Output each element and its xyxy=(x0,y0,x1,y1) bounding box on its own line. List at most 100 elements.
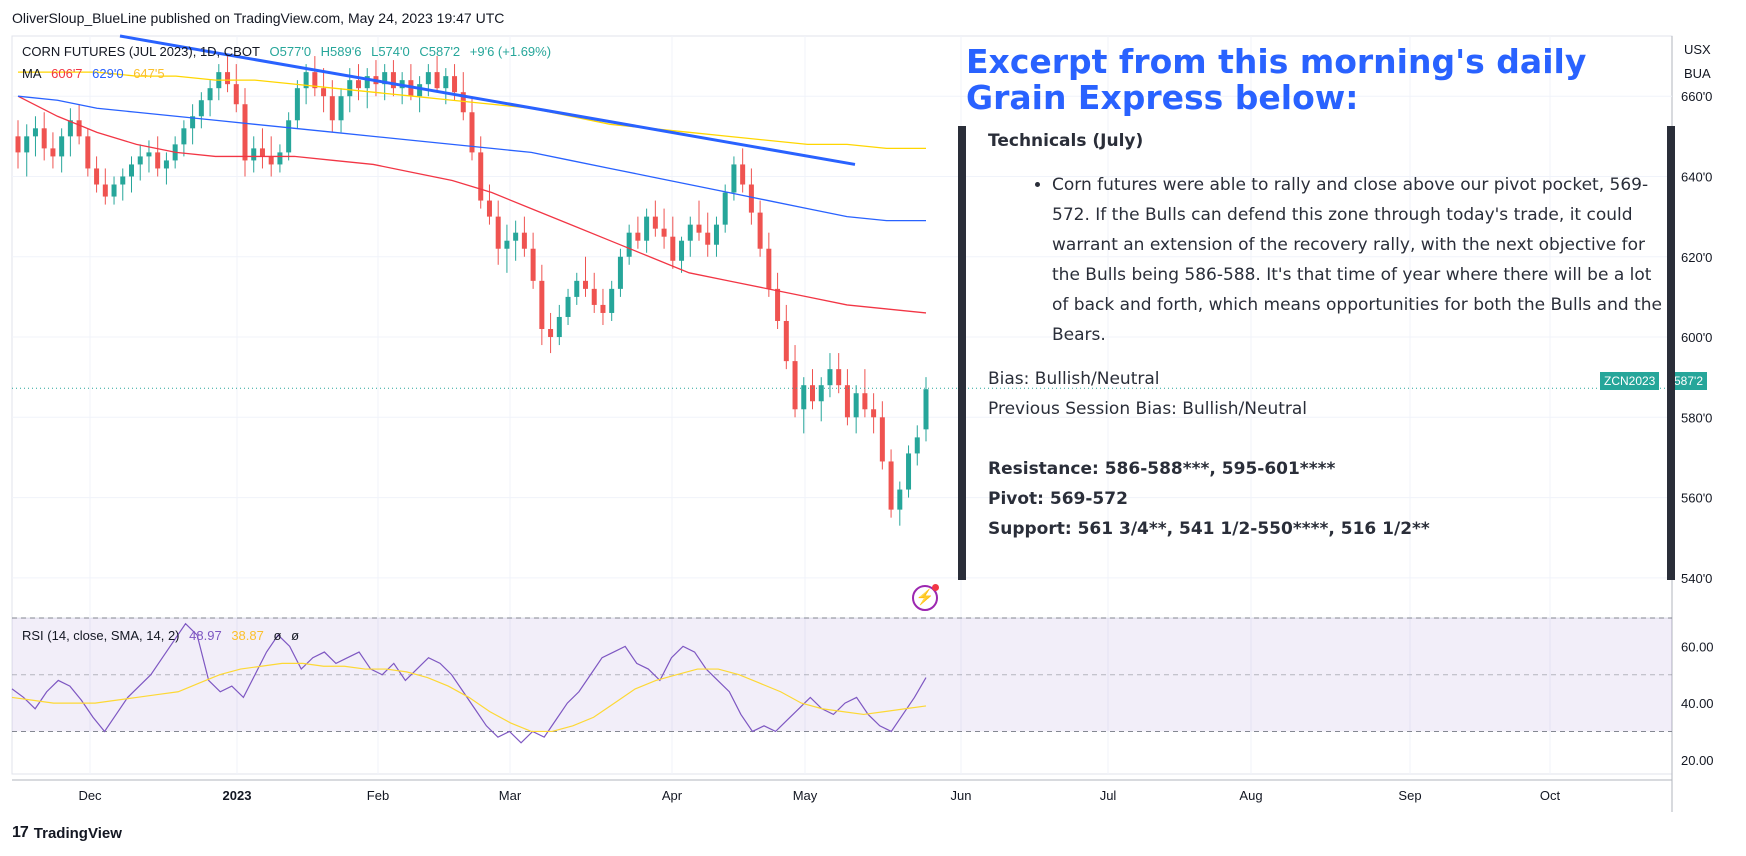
candle-down xyxy=(102,184,108,197)
bias-line: Bias: Bullish/Neutral xyxy=(988,369,1160,389)
candle-down xyxy=(242,104,248,161)
candle-down xyxy=(329,96,335,121)
candle-down xyxy=(478,152,484,201)
candle-down xyxy=(748,184,754,213)
candle-up xyxy=(382,72,388,85)
ma-value-1: 606'7 xyxy=(51,66,83,81)
time-tick-label: Sep xyxy=(1398,788,1421,803)
publisher-line: OliverSloup_BlueLine published on Tradin… xyxy=(12,10,505,26)
candle-up xyxy=(617,256,623,289)
candle-down xyxy=(783,320,789,362)
candle-down xyxy=(775,288,781,321)
ma-value-3: 647'5 xyxy=(133,66,165,81)
price-tick-label: 620'0 xyxy=(1681,250,1712,265)
candle-up xyxy=(914,437,920,454)
candle-up xyxy=(722,192,728,225)
last-symbol-tag: ZCN2023 xyxy=(1600,372,1660,390)
candle-down xyxy=(600,304,606,313)
candle-down xyxy=(495,216,501,249)
candle-up xyxy=(347,80,353,97)
candle-up xyxy=(207,88,213,101)
time-tick-label: May xyxy=(793,788,818,803)
candle-up xyxy=(687,224,693,241)
unit-label: BUA xyxy=(1684,66,1711,81)
rsi-tick-label: 20.00 xyxy=(1681,753,1714,768)
candle-up xyxy=(853,393,859,418)
candle-down xyxy=(390,72,396,89)
moving-average-line xyxy=(17,95,927,314)
technicals-bullet: Corn futures were able to rally and clos… xyxy=(1052,170,1664,350)
candle-up xyxy=(906,453,912,490)
candle-down xyxy=(15,136,21,153)
candle-down xyxy=(469,112,475,153)
candle-up xyxy=(294,88,300,121)
currency-label: USX xyxy=(1684,42,1711,57)
lightning-icon[interactable]: ⚡ xyxy=(912,584,939,611)
price-tick-label: 580'0 xyxy=(1681,410,1712,425)
ohlc-change: +9'6 (+1.69%) xyxy=(469,44,552,59)
candle-down xyxy=(548,329,554,338)
moving-average-line xyxy=(17,95,926,222)
candle-down xyxy=(50,148,56,157)
candle-down xyxy=(696,224,702,233)
candle-down xyxy=(810,385,815,402)
candle-up xyxy=(443,76,449,89)
time-tick-label: Jun xyxy=(951,788,972,803)
candle-up xyxy=(129,164,134,177)
candle-down xyxy=(233,84,239,105)
candle-down xyxy=(652,216,658,229)
time-tick-label: 2023 xyxy=(223,788,252,803)
candle-up xyxy=(163,160,169,169)
candle-down xyxy=(836,369,842,386)
tradingview-footer[interactable]: 17 TradingView xyxy=(12,824,122,842)
technicals-note: Technicals (July) Corn futures were able… xyxy=(988,126,1664,544)
candle-up xyxy=(364,76,370,89)
candle-down xyxy=(76,120,82,137)
rsi-extra-1: ø xyxy=(273,628,282,643)
ohlc-low: L574'0 xyxy=(371,44,410,59)
rsi-extra-2: ø xyxy=(291,628,300,643)
time-tick-label: Dec xyxy=(78,788,102,803)
candle-up xyxy=(338,96,344,121)
symbol-label: CORN FUTURES (JUL 2023), 1D, CBOT xyxy=(22,44,260,59)
candle-down xyxy=(591,288,597,305)
candle-down xyxy=(521,232,527,249)
price-tick-label: 660'0 xyxy=(1681,89,1712,104)
candle-up xyxy=(425,72,431,85)
candle-up xyxy=(146,152,152,157)
candle-up xyxy=(679,240,685,261)
rsi-tick-label: 60.00 xyxy=(1681,639,1714,654)
price-tick-label: 560'0 xyxy=(1681,491,1712,506)
candle-down xyxy=(635,232,641,241)
candle-down xyxy=(844,385,850,418)
rsi-tick-label: 40.00 xyxy=(1681,696,1714,711)
candle-down xyxy=(792,361,798,410)
symbol-legend: CORN FUTURES (JUL 2023), 1D, CBOT O577'0… xyxy=(22,44,557,59)
candle-up xyxy=(120,176,126,185)
candle-up xyxy=(644,216,650,241)
candle-up xyxy=(111,184,117,197)
candle-up xyxy=(801,385,807,410)
time-tick-label: Oct xyxy=(1540,788,1561,803)
candle-down xyxy=(583,280,588,289)
rsi-line xyxy=(11,622,927,744)
moving-average-line xyxy=(18,71,926,150)
trendline xyxy=(119,34,856,166)
ohlc-high: H589'6 xyxy=(320,44,362,59)
candle-down xyxy=(225,72,231,85)
candle-up xyxy=(626,232,632,257)
time-tick-label: Jul xyxy=(1100,788,1117,803)
candle-down xyxy=(661,228,667,237)
candle-up xyxy=(565,296,571,317)
tradingview-brand: TradingView xyxy=(33,824,122,842)
candle-down xyxy=(757,212,763,249)
rsi-sma-line xyxy=(11,662,927,733)
candle-down xyxy=(670,236,676,261)
rsi-label: RSI (14, close, SMA, 14, 2) xyxy=(22,628,180,643)
candle-up xyxy=(277,152,283,165)
candle-down xyxy=(155,152,161,169)
notification-dot xyxy=(932,584,939,591)
candle-up xyxy=(897,489,903,510)
